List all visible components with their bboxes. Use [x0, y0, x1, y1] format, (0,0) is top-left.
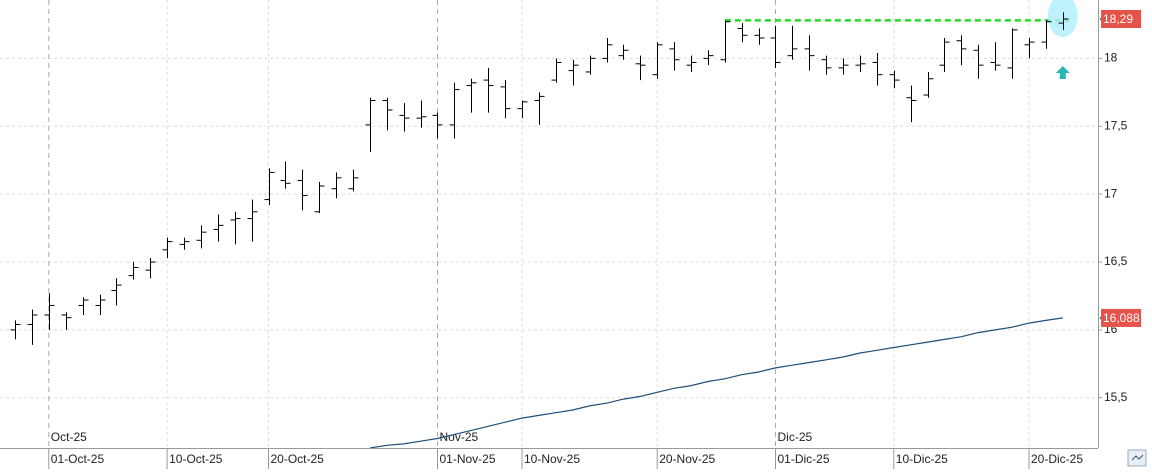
x-tick-label: 01-Dic-25	[778, 452, 830, 466]
x-tick-label: 01-Oct-25	[51, 452, 105, 466]
y-tick-label: 15,5	[1104, 390, 1128, 404]
up-arrow	[1055, 66, 1070, 79]
period-label: Dic-25	[778, 430, 813, 444]
highlight	[1047, 0, 1078, 37]
x-tick-label: 10-Dic-25	[896, 452, 948, 466]
x-tick-label: 20-Oct-25	[271, 452, 325, 466]
value-label: 16,088	[1103, 311, 1140, 325]
x-tick-label: 20-Nov-25	[659, 452, 715, 466]
scroll-button[interactable]	[1127, 449, 1147, 467]
y-tick-label: 16,5	[1104, 254, 1128, 268]
x-tick-label: 20-Dic-25	[1031, 452, 1083, 466]
x-tick-label: 10-Nov-25	[524, 452, 580, 466]
period-label: Nov-25	[440, 430, 479, 444]
scroll-icon	[1131, 454, 1144, 461]
y-tick-label: 17,5	[1104, 118, 1128, 132]
moving-average-line	[369, 317, 1063, 449]
y-tick-label: 18	[1104, 51, 1118, 65]
value-label-box	[1101, 10, 1141, 29]
period-label: Oct-25	[51, 430, 87, 444]
x-tick-label: 01-Nov-25	[440, 452, 496, 466]
value-label-box	[1101, 308, 1141, 327]
y-tick-label: 17	[1104, 186, 1118, 200]
x-tick-label: 10-Oct-25	[169, 452, 223, 466]
value-label: 18,29	[1103, 12, 1133, 26]
